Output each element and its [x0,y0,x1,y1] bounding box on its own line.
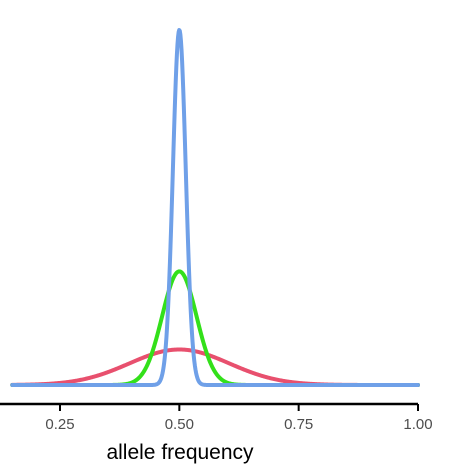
series-line-1 [10,347,420,387]
series-layer [10,28,420,387]
x-tick-label-2: 0.50 [165,416,194,433]
x-tick-label-4: 1.00 [403,416,432,433]
series-line-3 [10,28,420,387]
x-tick-label-3: 0.75 [284,416,313,433]
x-tick-layer: 0.25 0.50 0.75 1.00 [45,404,433,433]
x-tick-label-1: 0.25 [45,416,74,433]
series-line-2 [10,269,420,387]
x-axis-title: allele frequency [106,441,254,464]
